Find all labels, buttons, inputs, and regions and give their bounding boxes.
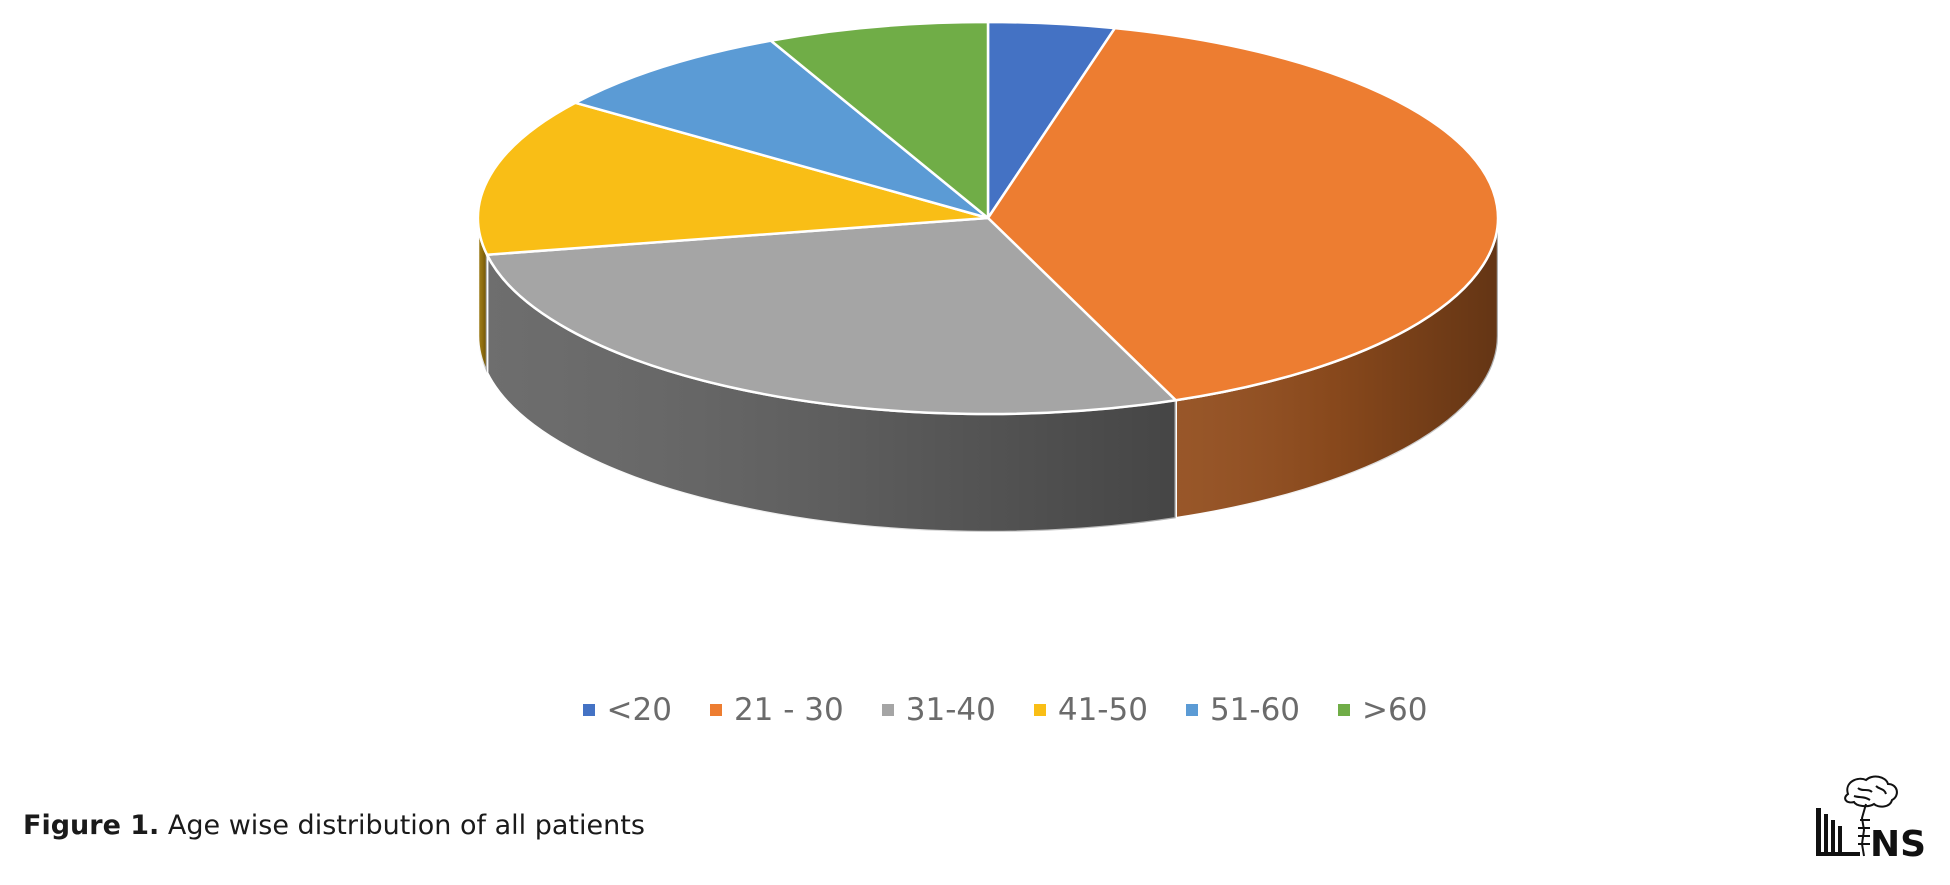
- logo-text: NS: [1870, 824, 1926, 858]
- legend-swatch: [582, 704, 595, 716]
- legend-swatch: [881, 704, 894, 716]
- pie-wall-shade-31-40: [487, 254, 1176, 532]
- legend-item-31-40: 31-40: [881, 692, 996, 728]
- pie-side-walls: [476, 217, 1500, 534]
- caption-text: Age wise distribution of all patients: [159, 810, 645, 841]
- pie-slice-51-60: [574, 39, 990, 220]
- brain-spine-logo: NS: [1816, 775, 1926, 858]
- legend-label: 31-40: [905, 692, 996, 728]
- pie-slice-41-50: [476, 101, 990, 256]
- pie-wall-shade-41-50: [478, 218, 488, 373]
- legend-item-51-60: 51-60: [1185, 692, 1301, 728]
- pie-slice-31-40: [485, 216, 1177, 416]
- pie-top-faces: [476, 20, 1500, 416]
- legend-label: <20: [606, 692, 672, 728]
- legend-swatch: [1033, 704, 1046, 716]
- caption-label: Figure 1.: [23, 810, 160, 841]
- legend-swatch: [709, 704, 722, 716]
- chart-legend: <20 21 - 30 31-40 41-50 51-60 >60: [30, 692, 1950, 728]
- legend-label: 51-60: [1209, 692, 1301, 728]
- legend-label: >60: [1362, 692, 1428, 728]
- legend-item-over-60: >60: [1338, 692, 1427, 728]
- legend-swatch: [1338, 704, 1351, 716]
- legend-item-21-30: 21 - 30: [709, 692, 844, 728]
- pie-slice-over-60: [769, 20, 990, 220]
- pie-wall-shade-21-30: [1175, 218, 1498, 519]
- legend-label: 41-50: [1057, 692, 1148, 728]
- legend-swatch: [1185, 704, 1198, 716]
- legend-label: 21 - 30: [733, 692, 844, 728]
- legend-item-under-20: <20: [582, 692, 672, 728]
- pie-slice-21-30: [986, 26, 1500, 402]
- legend-item-41-50: 41-50: [1033, 692, 1148, 728]
- figure-caption: Figure 1. Age wise distribution of all p…: [23, 810, 645, 841]
